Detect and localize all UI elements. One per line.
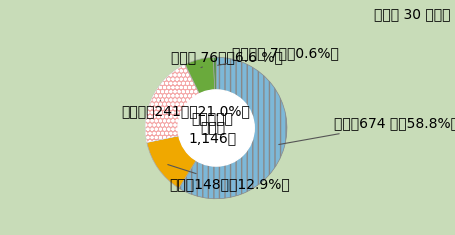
Wedge shape — [179, 57, 287, 199]
Circle shape — [178, 90, 254, 166]
Wedge shape — [146, 64, 199, 142]
Text: ぼや　 76人（6.6 %）: ぼや 76人（6.6 %） — [171, 50, 283, 68]
Wedge shape — [213, 57, 216, 90]
Text: 1,146人: 1,146人 — [188, 131, 237, 145]
Wedge shape — [185, 57, 215, 94]
Text: 死者数: 死者数 — [200, 121, 225, 135]
Text: 部分焼　241人（21.0%）: 部分焼 241人（21.0%） — [121, 101, 250, 119]
Text: （平成 30 年中）: （平成 30 年中） — [374, 7, 450, 21]
Wedge shape — [147, 136, 196, 188]
Text: 全焼　674 人（58.8%）: 全焼 674 人（58.8%） — [279, 117, 455, 145]
Text: 建物火災の: 建物火災の — [192, 112, 233, 126]
Text: その他　 7人（0.6%）: その他 7人（0.6%） — [217, 47, 339, 65]
Text: 半焼　148人（12.9%）: 半焼 148人（12.9%） — [168, 164, 290, 191]
